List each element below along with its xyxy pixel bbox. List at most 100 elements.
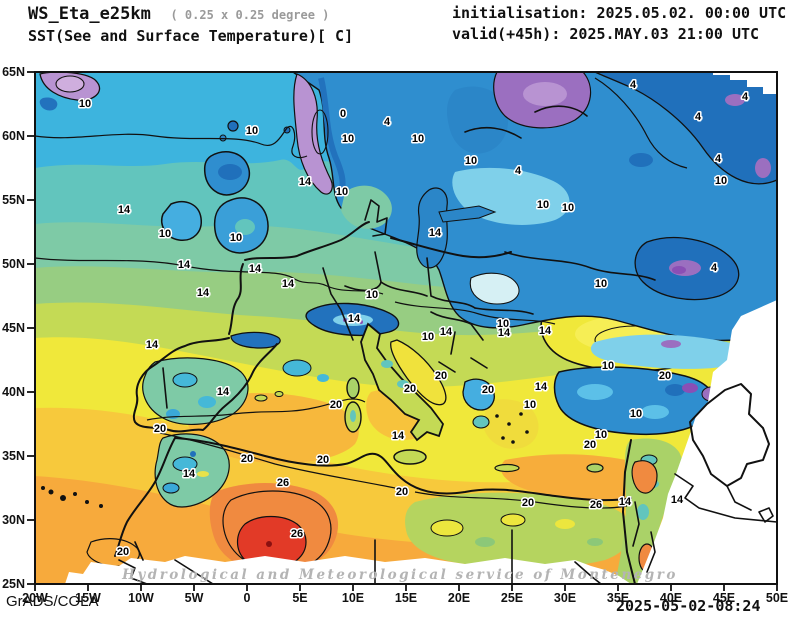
- svg-text:35E: 35E: [607, 591, 629, 605]
- svg-text:10: 10: [602, 360, 614, 372]
- svg-text:26: 26: [590, 499, 602, 511]
- svg-text:5W: 5W: [185, 591, 204, 605]
- svg-text:40N: 40N: [2, 385, 25, 399]
- svg-text:14: 14: [619, 496, 632, 508]
- grads-credit: GrADS/COLA: [6, 593, 99, 610]
- svg-text:20: 20: [330, 399, 342, 411]
- svg-text:20E: 20E: [448, 591, 470, 605]
- svg-text:14: 14: [178, 259, 191, 271]
- svg-text:14: 14: [146, 339, 159, 351]
- svg-text:4: 4: [742, 91, 749, 103]
- svg-text:14: 14: [539, 325, 552, 337]
- svg-text:10: 10: [159, 228, 171, 240]
- svg-text:14: 14: [498, 327, 511, 339]
- svg-text:10: 10: [246, 125, 258, 137]
- svg-text:0: 0: [244, 591, 251, 605]
- svg-text:14: 14: [440, 326, 453, 338]
- svg-text:26: 26: [277, 477, 289, 489]
- svg-text:10: 10: [230, 232, 242, 244]
- svg-text:14: 14: [183, 468, 196, 480]
- svg-text:4: 4: [384, 116, 391, 128]
- axis-ticks: [27, 71, 778, 591]
- header-right: initialisation: 2025.05.02. 00:00 UTC va…: [452, 3, 786, 45]
- svg-text:20W: 20W: [22, 591, 48, 605]
- svg-text:15E: 15E: [395, 591, 417, 605]
- model-resolution: ( 0.25 x 0.25 degree ): [170, 8, 330, 22]
- svg-text:60N: 60N: [2, 129, 25, 143]
- model-name: WS_Eta_e25km: [28, 4, 151, 24]
- svg-text:14: 14: [535, 381, 548, 393]
- svg-text:5E: 5E: [292, 591, 307, 605]
- field-title: SST(See and Surface Temperature)[ C]: [28, 27, 354, 45]
- axis-tick-labels: 20W 15W 10W 5W 0 5E 10E 15E 20E 25E 30E 35E 40E 45E 50…: [2, 65, 788, 605]
- svg-text:14: 14: [671, 494, 684, 506]
- svg-text:55N: 55N: [2, 193, 25, 207]
- svg-text:50N: 50N: [2, 257, 25, 271]
- svg-text:20: 20: [117, 546, 129, 558]
- svg-text:45N: 45N: [2, 321, 25, 335]
- watermark: Hydrological and Meteorological service …: [122, 567, 678, 583]
- svg-text:65N: 65N: [2, 65, 25, 79]
- svg-text:25N: 25N: [2, 577, 25, 591]
- svg-text:10: 10: [412, 133, 424, 145]
- creation-timestamp: 2025-05-02-08:24: [616, 597, 761, 615]
- svg-text:14: 14: [197, 287, 210, 299]
- svg-text:20: 20: [317, 454, 329, 466]
- svg-text:4: 4: [695, 111, 702, 123]
- initialisation-time: initialisation: 2025.05.02. 00:00 UTC: [452, 4, 787, 22]
- svg-text:40E: 40E: [660, 591, 682, 605]
- svg-text:10: 10: [336, 186, 348, 198]
- svg-text:10: 10: [524, 399, 536, 411]
- svg-text:4: 4: [715, 153, 722, 165]
- svg-text:14: 14: [217, 386, 230, 398]
- svg-text:20: 20: [482, 384, 494, 396]
- svg-text:10: 10: [537, 199, 549, 211]
- svg-text:20: 20: [522, 497, 534, 509]
- svg-text:25E: 25E: [501, 591, 523, 605]
- svg-text:10: 10: [497, 318, 509, 330]
- svg-text:45E: 45E: [713, 591, 735, 605]
- svg-text:4: 4: [630, 79, 637, 91]
- svg-text:20: 20: [404, 383, 416, 395]
- svg-text:10: 10: [366, 289, 378, 301]
- svg-text:10: 10: [422, 331, 434, 343]
- svg-text:10: 10: [79, 98, 91, 110]
- svg-text:14: 14: [249, 263, 262, 275]
- svg-text:30E: 30E: [554, 591, 576, 605]
- svg-text:26: 26: [291, 528, 303, 540]
- svg-text:10: 10: [715, 175, 727, 187]
- svg-text:4: 4: [711, 262, 718, 274]
- svg-text:20: 20: [396, 486, 408, 498]
- svg-text:20: 20: [154, 423, 166, 435]
- svg-text:14: 14: [282, 278, 295, 290]
- svg-text:20: 20: [584, 439, 596, 451]
- svg-text:10: 10: [562, 202, 574, 214]
- svg-text:10: 10: [595, 278, 607, 290]
- svg-text:4: 4: [515, 165, 522, 177]
- svg-text:10: 10: [342, 133, 354, 145]
- map-art: [35, 72, 777, 584]
- svg-text:35N: 35N: [2, 449, 25, 463]
- svg-text:10E: 10E: [342, 591, 364, 605]
- svg-text:10W: 10W: [128, 591, 154, 605]
- svg-text:0: 0: [340, 108, 346, 120]
- header-left: WS_Eta_e25km ( 0.25 x 0.25 degree ) SST(…: [28, 3, 353, 47]
- svg-text:10: 10: [465, 155, 477, 167]
- svg-text:14: 14: [118, 204, 131, 216]
- svg-text:15W: 15W: [75, 591, 101, 605]
- svg-text:20: 20: [659, 370, 671, 382]
- svg-text:10: 10: [630, 408, 642, 420]
- svg-text:10: 10: [595, 429, 607, 441]
- svg-text:14: 14: [429, 227, 442, 239]
- valid-time: valid(+45h): 2025.MAY.03 21:00 UTC: [452, 25, 760, 43]
- svg-text:30N: 30N: [2, 513, 25, 527]
- svg-text:14: 14: [299, 176, 312, 188]
- svg-text:14: 14: [348, 313, 361, 325]
- svg-text:20: 20: [241, 453, 253, 465]
- svg-text:50E: 50E: [766, 591, 788, 605]
- svg-text:20: 20: [435, 370, 447, 382]
- svg-text:14: 14: [392, 430, 405, 442]
